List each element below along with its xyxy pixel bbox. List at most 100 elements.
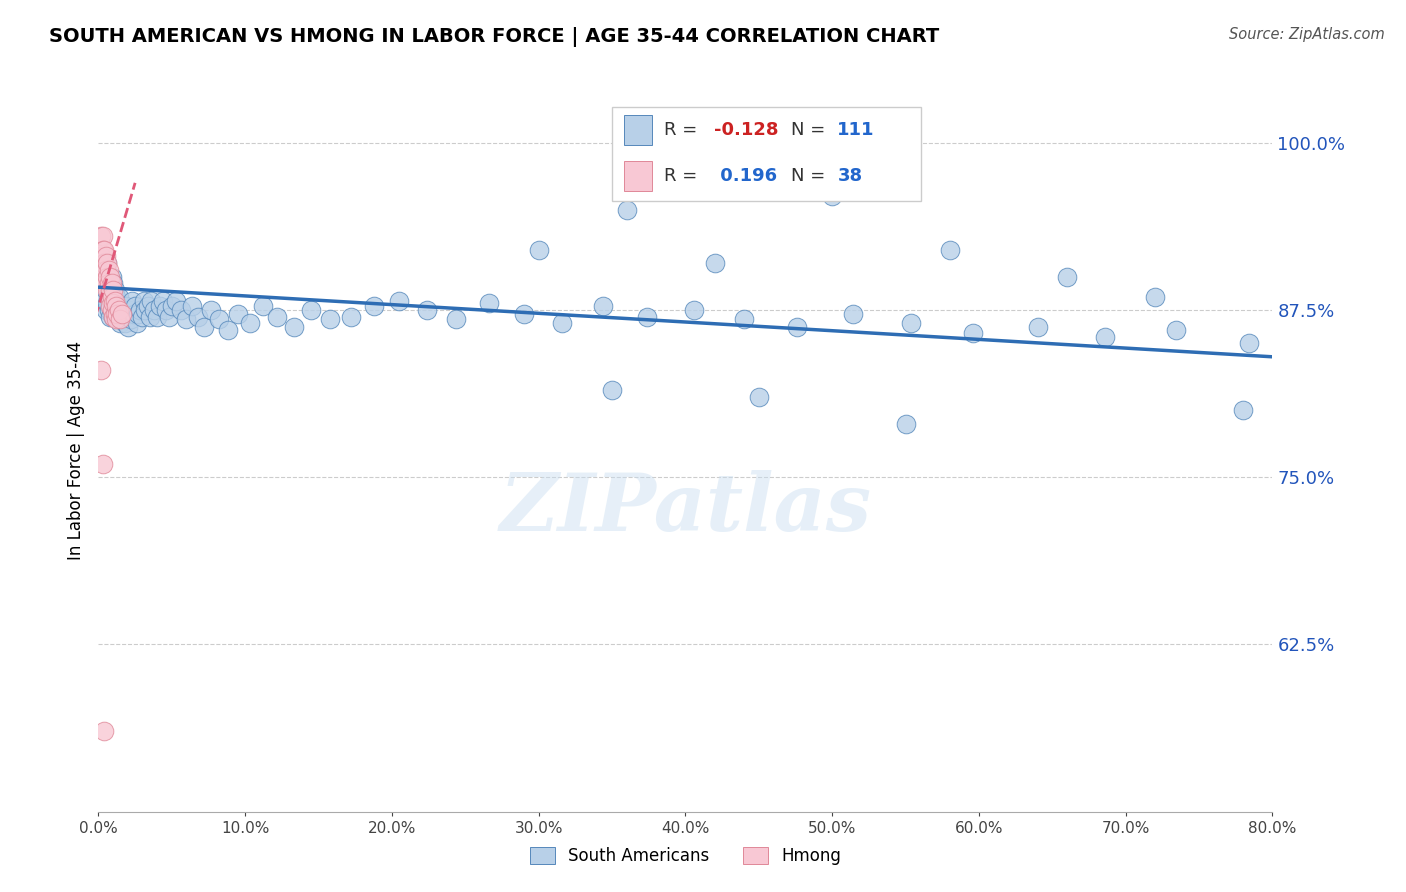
Point [100, 296, 122, 310]
Bar [624, 114, 652, 145]
Point [94, 250, 117, 264]
Point [122, 307, 145, 321]
Point [149, 299, 172, 313]
Point [136, 299, 159, 313]
Text: N =: N = [792, 168, 831, 186]
Point [89, 269, 111, 284]
Point [478, 296, 501, 310]
Point [91, 457, 114, 471]
Point [1144, 289, 1167, 303]
Point [1056, 269, 1078, 284]
Y-axis label: In Labor Force | Age 35-44: In Labor Force | Age 35-44 [66, 341, 84, 560]
FancyBboxPatch shape [612, 107, 921, 201]
Point [91, 256, 114, 270]
Text: R =: R = [664, 120, 703, 138]
Point [96, 269, 118, 284]
Point [94, 262, 117, 277]
Point [107, 296, 129, 310]
Point [98, 283, 121, 297]
Point [299, 303, 322, 318]
Point [120, 312, 142, 326]
Point [894, 417, 917, 431]
Point [962, 326, 984, 340]
Point [208, 312, 231, 326]
Point [97, 277, 120, 291]
Point [97, 303, 120, 318]
Point [143, 303, 166, 318]
Text: R =: R = [664, 168, 703, 186]
Point [821, 189, 844, 203]
Point [152, 293, 174, 308]
Point [748, 390, 770, 404]
Point [108, 303, 131, 318]
Point [141, 293, 163, 308]
Point [134, 303, 156, 318]
Point [98, 299, 121, 313]
Point [111, 312, 134, 326]
Point [733, 312, 755, 326]
Point [176, 312, 198, 326]
Bar [624, 161, 652, 191]
Point [108, 289, 131, 303]
Point [101, 283, 124, 297]
Point [90, 250, 112, 264]
Point [160, 299, 183, 313]
Point [841, 307, 863, 321]
Point [1094, 330, 1116, 344]
Point [105, 289, 128, 303]
Point [110, 317, 132, 331]
Point [266, 310, 288, 324]
Point [592, 299, 614, 313]
Point [90, 229, 112, 244]
Point [388, 293, 411, 308]
Point [93, 256, 115, 270]
Point [193, 320, 215, 334]
Point [100, 303, 122, 318]
Point [98, 277, 121, 291]
Point [1237, 336, 1260, 351]
Point [110, 303, 132, 318]
Text: 0.196: 0.196 [714, 168, 776, 186]
Point [938, 243, 960, 257]
Point [125, 317, 148, 331]
Point [124, 299, 146, 313]
Point [111, 299, 134, 313]
Point [100, 289, 122, 303]
Point [239, 317, 262, 331]
Point [103, 307, 125, 321]
Point [110, 312, 132, 326]
Point [91, 256, 114, 270]
Point [616, 202, 638, 217]
Point [91, 277, 114, 291]
Point [446, 312, 468, 326]
Point [527, 243, 550, 257]
Point [416, 303, 439, 318]
Text: 111: 111 [838, 120, 875, 138]
Point [98, 310, 121, 324]
Point [100, 303, 122, 318]
Point [1164, 323, 1187, 337]
Point [103, 293, 125, 308]
Point [90, 269, 112, 284]
Point [112, 303, 135, 318]
Point [101, 310, 124, 324]
Point [93, 289, 115, 303]
Point [283, 320, 305, 334]
Point [93, 277, 115, 291]
Point [217, 323, 239, 337]
Point [94, 303, 117, 318]
Text: ZIPatlas: ZIPatlas [499, 469, 872, 547]
Point [636, 310, 658, 324]
Point [181, 299, 204, 313]
Point [117, 307, 139, 321]
Point [340, 310, 363, 324]
Text: 38: 38 [838, 168, 862, 186]
Point [96, 256, 118, 270]
Point [600, 384, 623, 398]
Point [97, 283, 120, 297]
Point [121, 293, 143, 308]
Point [94, 283, 117, 297]
Point [101, 289, 124, 303]
Text: N =: N = [792, 120, 831, 138]
Point [157, 310, 180, 324]
